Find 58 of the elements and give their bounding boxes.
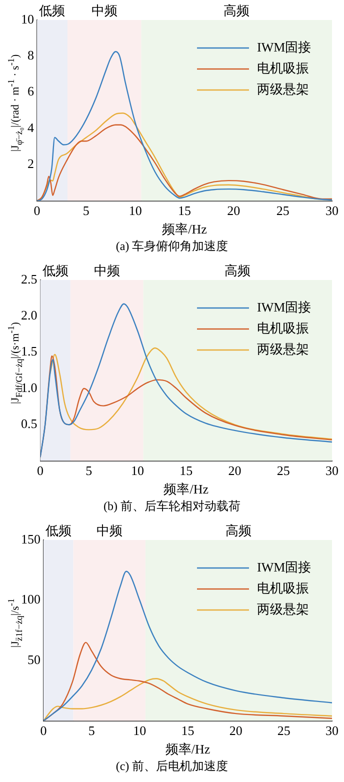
legend-label: 电机吸振 xyxy=(257,320,309,336)
y-tick-label: 4 xyxy=(28,120,34,135)
legend-label: 两级悬架 xyxy=(257,601,309,616)
y-tick-label: 10 xyxy=(21,11,34,26)
legend-label: IWM固接 xyxy=(257,559,312,574)
legend-label: 两级悬架 xyxy=(257,81,309,96)
band-label: 低频 xyxy=(45,522,72,538)
y-tick-label: 150 xyxy=(21,531,40,546)
x-tick-label: 30 xyxy=(326,723,338,738)
x-axis-title: 频率/Hz xyxy=(165,742,210,757)
y-tick-label: 100 xyxy=(21,592,40,607)
x-tick-label: 0 xyxy=(40,723,47,738)
x-tick-label: 5 xyxy=(86,463,92,478)
x-tick-label: 25 xyxy=(277,723,290,738)
x-tick-label: 25 xyxy=(276,463,290,478)
band-label: 高频 xyxy=(224,2,250,18)
x-tick-label: 10 xyxy=(128,203,142,218)
y-tick-label: 0.5 xyxy=(21,416,38,432)
y-tick-label: 2.0 xyxy=(21,308,38,323)
x-tick-label: 0 xyxy=(37,463,44,478)
band-label: 中频 xyxy=(91,2,118,18)
legend-label: IWM固接 xyxy=(257,299,312,314)
x-tick-label: 25 xyxy=(276,203,290,218)
x-tick-label: 20 xyxy=(229,723,242,738)
band-label: 中频 xyxy=(96,522,122,538)
x-tick-label: 10 xyxy=(133,723,146,738)
x-tick-label: 5 xyxy=(82,203,90,218)
text: (a) 车身俯仰角加速度 xyxy=(114,238,230,255)
y-tick-label: 1.0 xyxy=(21,380,38,395)
x-tick-label: 10 xyxy=(131,463,144,478)
x-tick-label: 30 xyxy=(326,203,338,218)
x-tick-label: 5 xyxy=(88,723,95,738)
y-tick-label: 1.5 xyxy=(21,344,38,359)
x-tick-label: 30 xyxy=(326,463,338,478)
x-tick-label: 15 xyxy=(178,203,191,218)
x-axis-title: 频率/Hz xyxy=(164,482,209,497)
legend-label: 电机吸振 xyxy=(257,580,309,596)
text: (c) 前、后电机加速度 xyxy=(114,758,230,775)
y-tick-label: 6 xyxy=(28,84,34,99)
y-tick-label: 2 xyxy=(28,156,34,172)
legend-label: IWM固接 xyxy=(257,39,312,54)
y-tick-label: 8 xyxy=(28,48,34,63)
band-label: 高频 xyxy=(226,522,252,538)
y-tick-label: 50 xyxy=(28,652,40,667)
legend-label: 两级悬架 xyxy=(257,341,309,356)
x-axis-title: 频率/Hz xyxy=(162,222,208,237)
band-label: 低频 xyxy=(39,2,66,18)
x-tick-label: 20 xyxy=(228,463,242,478)
legend-label: 电机吸振 xyxy=(257,60,309,76)
x-tick-label: 0 xyxy=(34,203,40,218)
x-tick-label: 15 xyxy=(180,463,193,478)
x-tick-label: 15 xyxy=(181,723,194,738)
band-label: 中频 xyxy=(94,262,120,278)
y-tick-label: 2.5 xyxy=(21,271,38,286)
x-tick-label: 20 xyxy=(227,203,240,218)
text: (b) 前、后车轮相对动载荷 xyxy=(102,498,242,515)
band-label: 低频 xyxy=(42,262,68,278)
band-label: 高频 xyxy=(224,262,251,278)
